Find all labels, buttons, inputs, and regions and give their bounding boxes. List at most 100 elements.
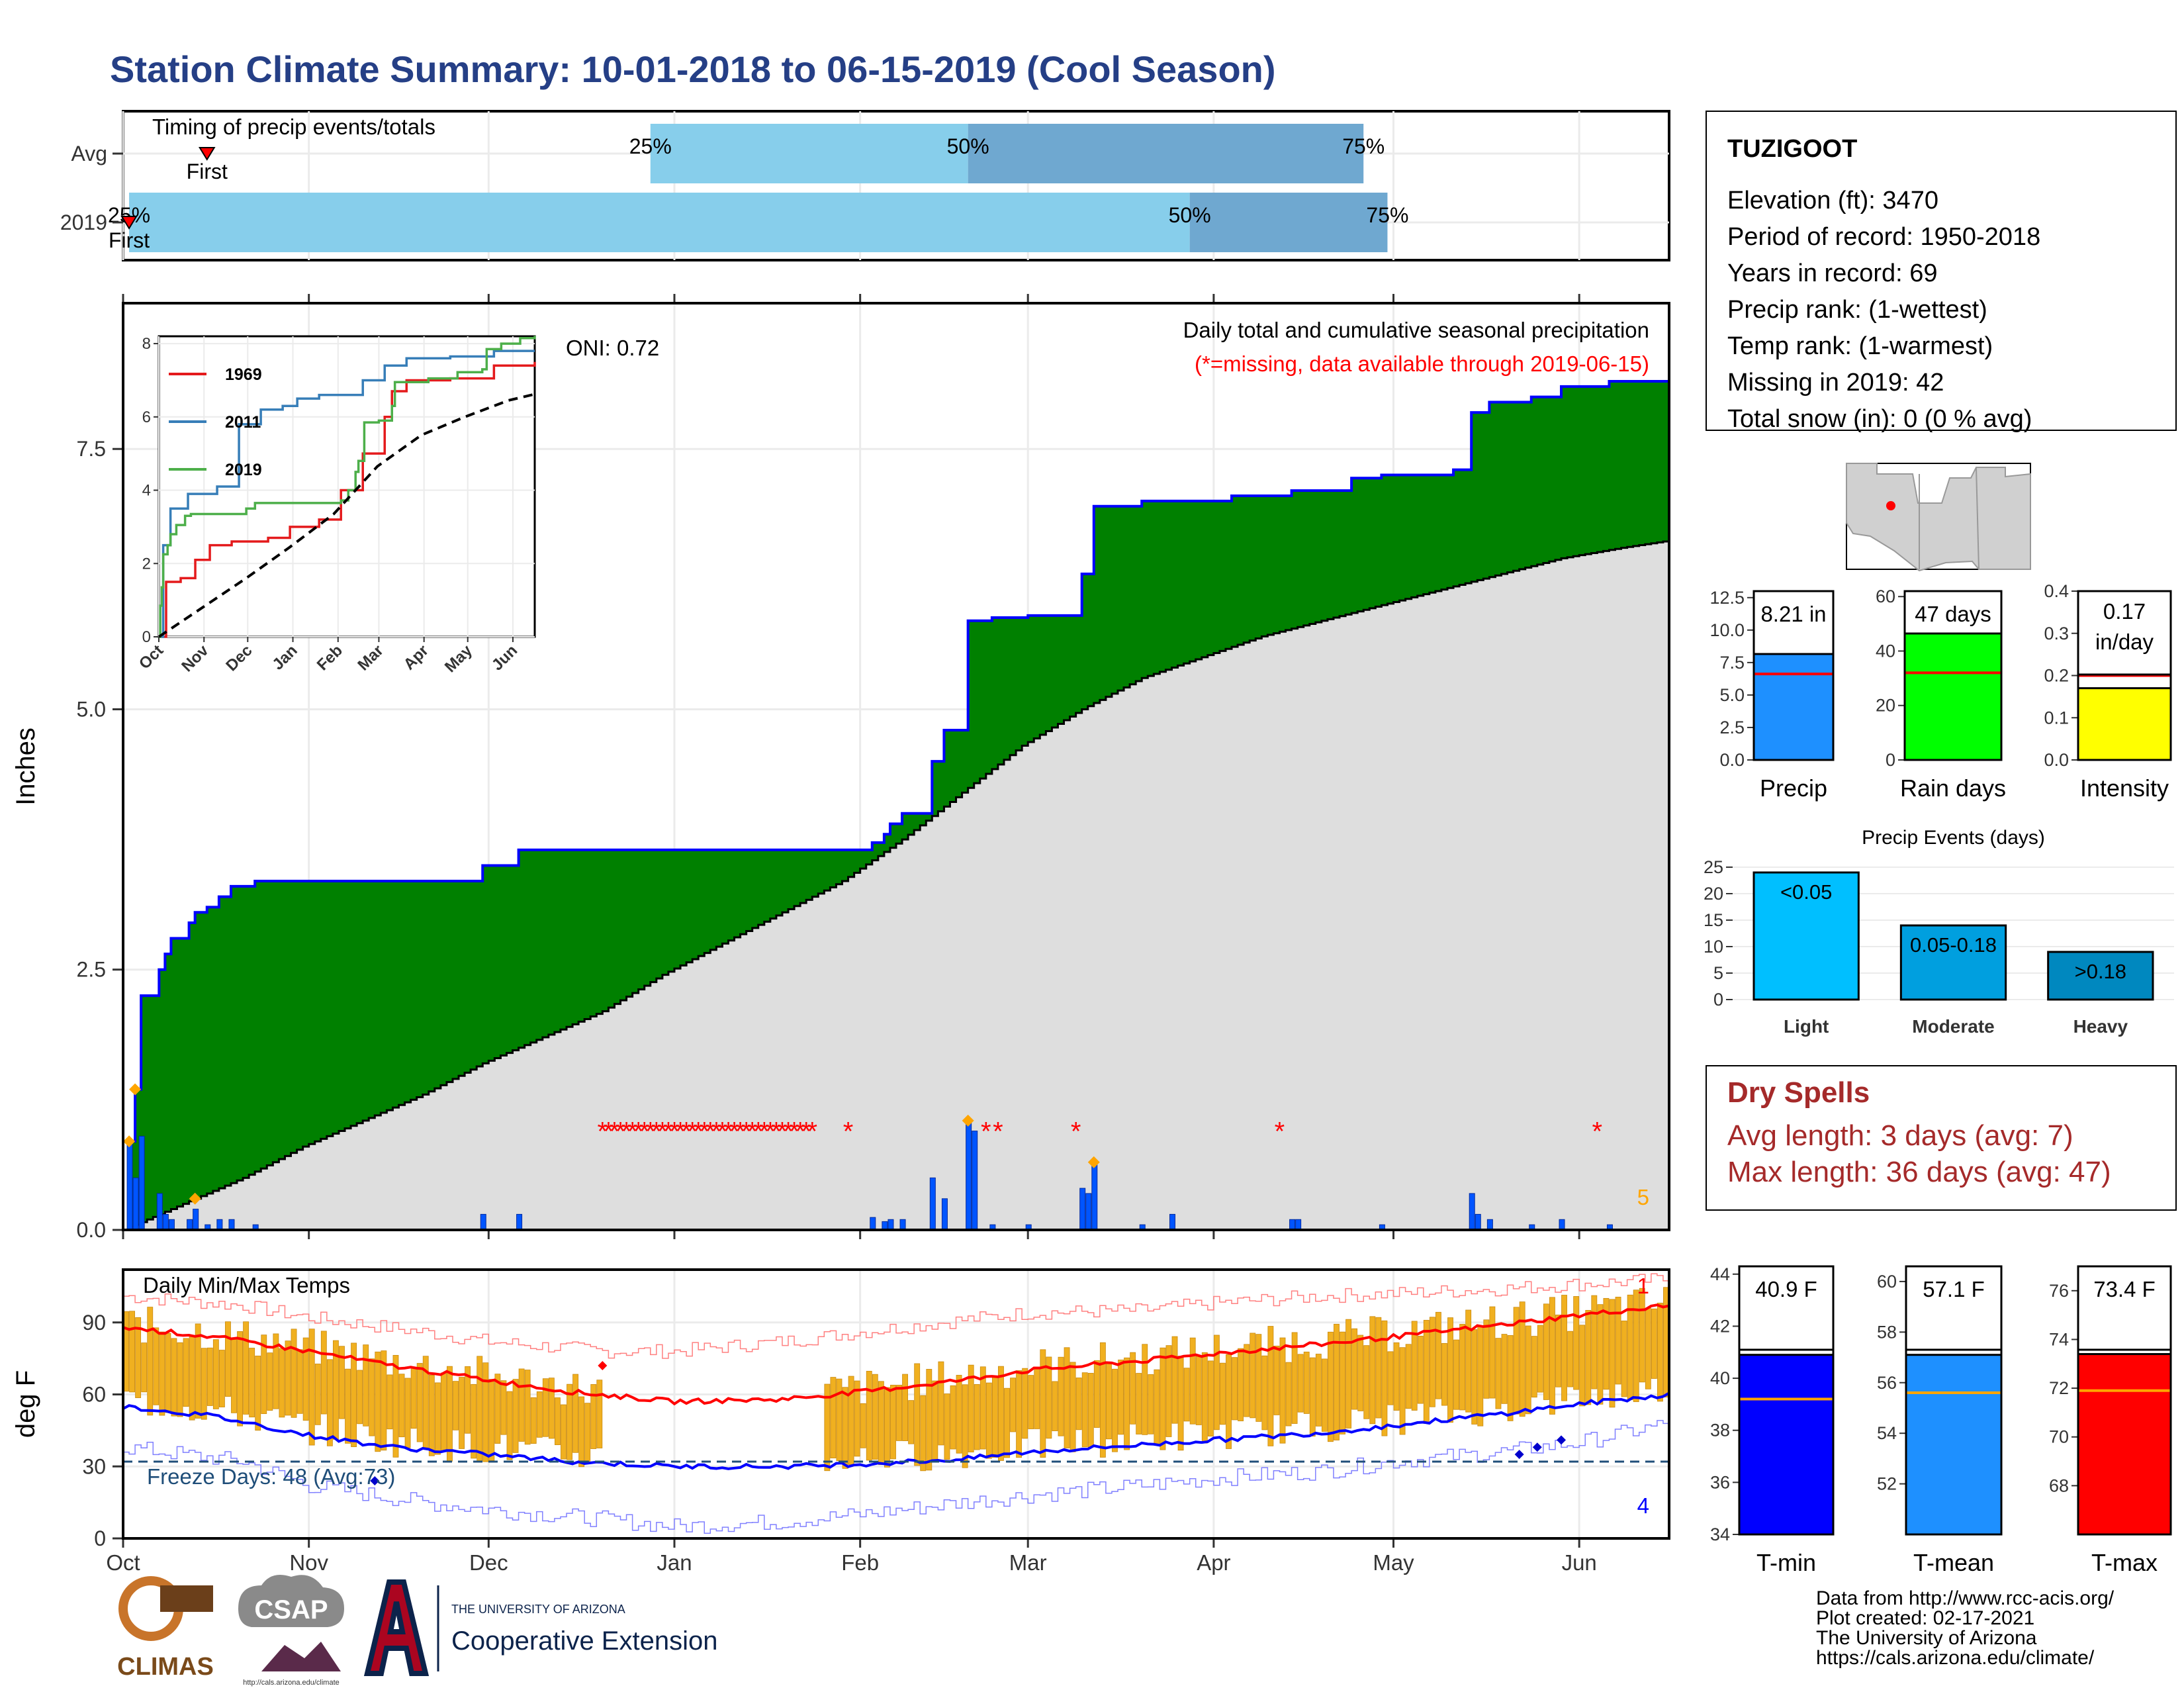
climas-logo: CLIMAS xyxy=(117,1576,214,1681)
daily-precip-bar xyxy=(138,1135,145,1231)
daily-temp-bar xyxy=(1531,1336,1537,1398)
daily-temp-bar xyxy=(1375,1317,1382,1419)
precip-panel-frame xyxy=(122,302,1670,1231)
daily-temp-bar xyxy=(1315,1354,1322,1427)
cumulative-2019-line xyxy=(123,375,1670,1231)
small-chart-value-label: 47 days xyxy=(1915,602,1991,626)
daily-temp-bar xyxy=(488,1379,495,1461)
daily-temp-bar xyxy=(926,1369,933,1471)
missing-day-marker: * xyxy=(711,1117,722,1147)
daily-temp-bar xyxy=(381,1350,387,1451)
daily-temp-bar xyxy=(1171,1336,1178,1424)
precip-event-marker xyxy=(189,1192,201,1205)
daily-temp-bar xyxy=(518,1368,525,1442)
daily-temp-bar xyxy=(1183,1368,1190,1422)
daily-temp-bar xyxy=(1297,1354,1304,1413)
daily-temp-bar xyxy=(212,1339,219,1409)
daily-temp-bar xyxy=(1279,1337,1286,1444)
daily-temp-bar xyxy=(1213,1335,1220,1430)
daily-temp-bar xyxy=(440,1372,447,1452)
daily-temp-bar xyxy=(1022,1368,1028,1439)
station-detail-line: Period of record: 1950-2018 xyxy=(1727,223,2040,251)
timing-bar-25-50 xyxy=(650,124,968,183)
daily-temp-bar xyxy=(1142,1344,1148,1435)
daily-temp-bar xyxy=(1081,1372,1088,1448)
daily-precip-bar xyxy=(887,1219,894,1231)
climas-logo-text: CLIMAS xyxy=(117,1653,214,1681)
daily-temp-bar xyxy=(1004,1387,1010,1458)
temp-y-axis-label: deg F xyxy=(11,1370,40,1438)
daily-temp-bar xyxy=(542,1378,549,1437)
daily-temp-bar xyxy=(1345,1319,1352,1429)
precip-chart-subtitle: (*=missing, data available through 2019-… xyxy=(1195,352,1649,376)
daily-temp-bar xyxy=(1435,1311,1441,1399)
missing-day-marker: * xyxy=(681,1117,692,1147)
daily-temp-bar xyxy=(1238,1348,1244,1421)
daily-temp-bar xyxy=(1585,1310,1592,1405)
small-chart-frame xyxy=(1903,590,2003,761)
small-chart-label-box xyxy=(2077,590,2172,676)
daily-temp-bar xyxy=(938,1361,944,1446)
daily-temp-bar xyxy=(536,1391,543,1438)
daily-temp-bar xyxy=(979,1366,986,1450)
temp-panel: 0 30 60 90 Oct Nov Dec Jan Feb Mar Apr May Jun deg F… xyxy=(11,1268,1670,1575)
precip-events-chart: Precip Events (days) 0 5 10 15 20 25 <0.05 Light… xyxy=(1704,827,2174,1037)
daily-temp-bar xyxy=(453,1381,459,1430)
small-chart-y-tick-label: 70 xyxy=(2049,1427,2069,1447)
daily-temp-bar xyxy=(153,1327,159,1405)
daily-temp-bar xyxy=(291,1329,297,1418)
daily-temp-bar xyxy=(1447,1317,1453,1423)
daily-temp-bar xyxy=(572,1374,579,1453)
precip-panel: ************************************ * * * *… xyxy=(11,294,1670,1242)
daily-temp-bar xyxy=(1334,1323,1340,1440)
missing-day-marker: * xyxy=(639,1117,650,1147)
daily-temp-bar xyxy=(285,1340,291,1416)
small-chart-y-tick-label: 44 xyxy=(1710,1264,1730,1284)
daily-temp-bar xyxy=(141,1342,148,1393)
precip-y-tick-label: 0.0 xyxy=(77,1218,106,1242)
station-detail-line: Missing in 2019: 42 xyxy=(1727,369,1944,397)
events-bar-Heavy xyxy=(2047,951,2154,1001)
small-chart-bar-T-min xyxy=(1738,1354,1835,1536)
small-chart-y-tick-label: 7.5 xyxy=(1719,653,1745,673)
daily-temp-bar xyxy=(584,1403,591,1463)
ua-small-text: THE UNIVERSITY OF ARIZONA xyxy=(451,1603,625,1616)
precip-corner-count: 5 xyxy=(1637,1185,1649,1209)
daily-temp-bar xyxy=(1651,1308,1657,1379)
temp-x-tick-label: Oct xyxy=(106,1550,140,1575)
dry-spells-max-length: Max length: 36 days (avg: 47) xyxy=(1727,1156,2111,1188)
daily-temp-bar xyxy=(1069,1362,1076,1452)
small-chart-bar-Precip xyxy=(1752,652,1835,761)
missing-day-marker: * xyxy=(843,1117,854,1147)
record-day-marker xyxy=(1514,1450,1524,1460)
temp-x-tick-label: Jan xyxy=(657,1550,692,1575)
daily-temp-bar xyxy=(1573,1296,1580,1390)
small-chart-y-tick-label: 40 xyxy=(1710,1368,1730,1388)
daily-temp-bar xyxy=(1087,1373,1094,1448)
daily-temp-bar xyxy=(1160,1347,1166,1450)
missing-day-marker: * xyxy=(627,1117,638,1147)
daily-temp-bar xyxy=(351,1342,357,1448)
daily-temp-bar xyxy=(1285,1362,1292,1427)
small-chart-value-label: 8.21 in xyxy=(1760,602,1826,626)
daily-temp-bar xyxy=(1136,1373,1142,1434)
timing-panel: 25%50%75%FirstLastAvg25%50%75%FirstLast2… xyxy=(60,110,2013,261)
daily-temp-bar xyxy=(1453,1339,1460,1410)
daily-precip-bar xyxy=(929,1177,936,1231)
daily-temp-bar xyxy=(974,1383,980,1450)
daily-temp-bar xyxy=(500,1380,507,1435)
daily-temp-bar xyxy=(1028,1375,1034,1429)
daily-temp-bar xyxy=(1477,1326,1484,1427)
temp-x-tick-label: Jun xyxy=(1562,1550,1597,1575)
events-bar-Light xyxy=(1752,871,1860,1001)
daily-precip-bar xyxy=(972,1131,978,1231)
daily-temp-bar xyxy=(1303,1351,1310,1414)
inset-legend-label: 2011 xyxy=(225,413,261,432)
daily-temp-bar xyxy=(471,1383,477,1459)
small-chart-y-tick-label: 40 xyxy=(1876,641,1895,661)
small-chart-frame xyxy=(2077,1265,2172,1536)
small-chart-y-tick-label: 68 xyxy=(2049,1476,2069,1495)
small-chart-y-tick-label: 0.2 xyxy=(2044,666,2069,686)
cooperative-extension-text: Cooperative Extension xyxy=(451,1626,717,1656)
